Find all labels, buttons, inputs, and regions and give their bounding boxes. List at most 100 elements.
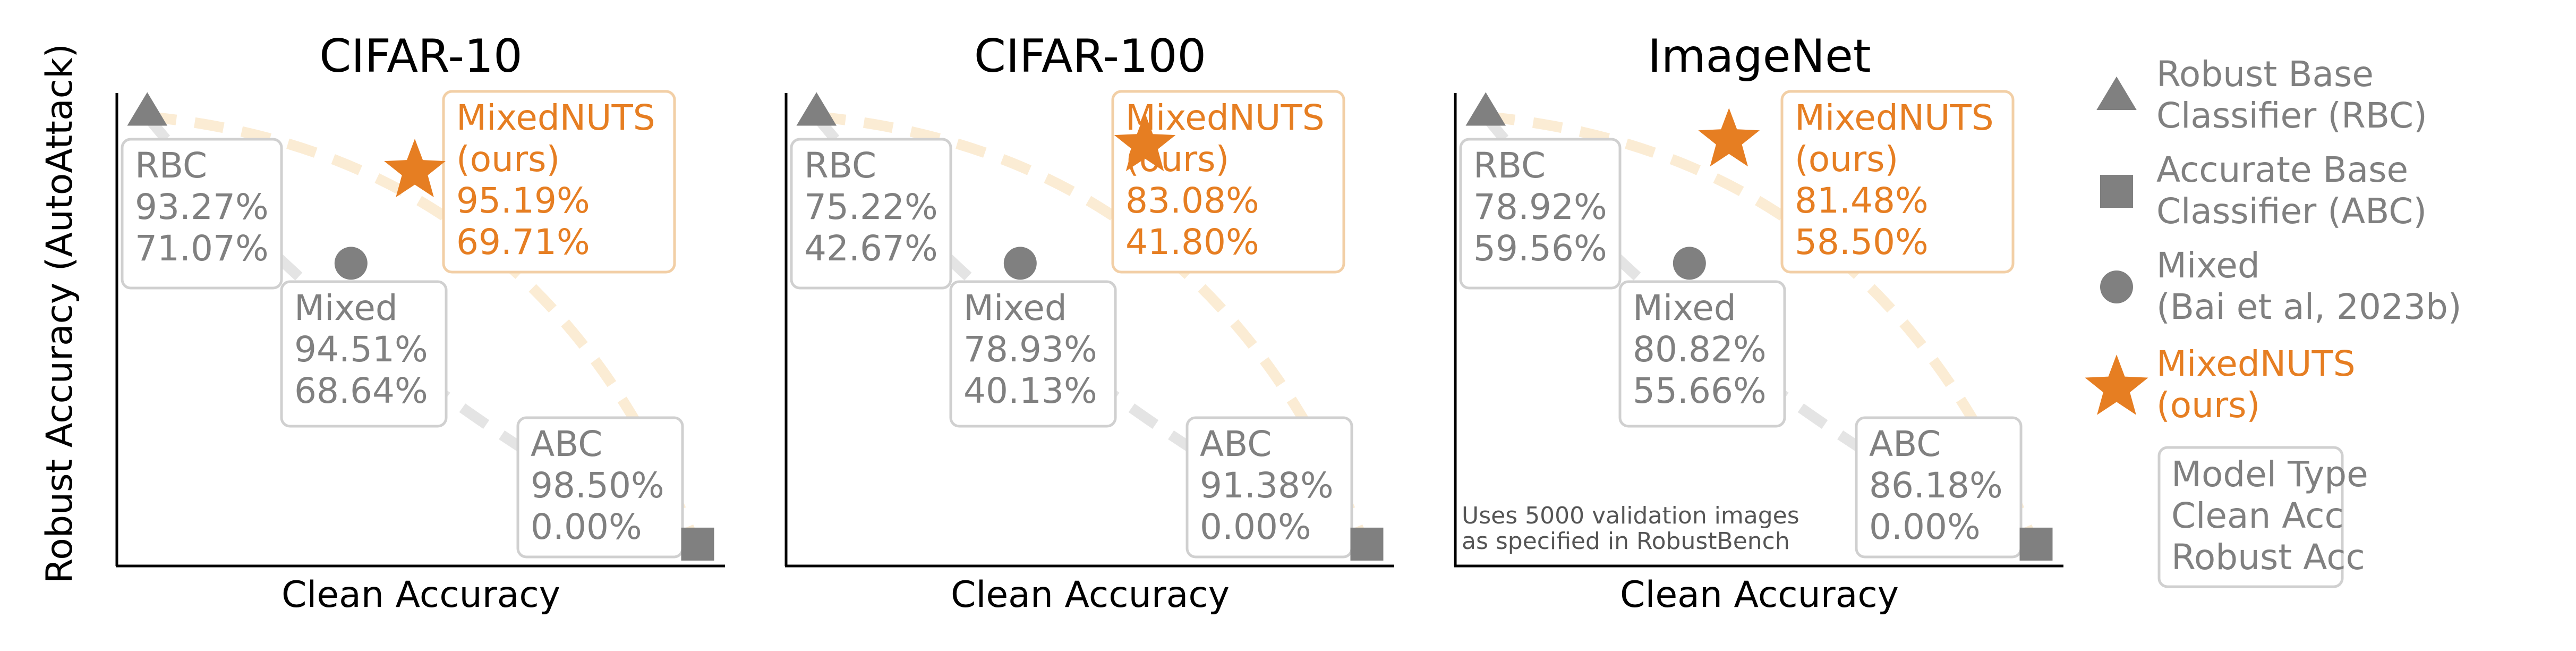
abc-marker [681,527,714,561]
mixed-value-box-frame [280,280,448,428]
mixednuts-marker [1114,113,1176,172]
legend-rbc-marker [2096,77,2137,110]
abc-value-box-line: ABC [1200,424,1272,464]
mixednuts-marker [1698,108,1760,167]
mixed-value-box-frame [949,280,1117,428]
legend-key-line: Clean Acc [2171,495,2344,536]
mixed-marker [1673,247,1706,280]
mixednuts-value-box-frame [1780,90,2015,274]
legend-label: Accurate Base [2156,149,2408,190]
abc-value-box-frame [516,416,684,559]
rbc-value-box-line: RBC [1473,145,1546,186]
y-axis-label: Robust Accuracy (AutoAttack) [39,44,81,584]
legend-label: MixedNUTS [2156,343,2356,384]
legend-label: (ours) [2156,385,2260,426]
mixed-value-box-line: 40.13% [963,370,1097,411]
legend-mixed-marker [2100,270,2133,303]
panel-title: CIFAR-10 [319,30,523,83]
mixednuts-value-box-line: MixedNUTS [1125,97,1325,138]
rbc-value-box-line: RBC [135,145,207,186]
abc-value-box-frame [1185,416,1353,559]
legend-label: Classifier (RBC) [2156,95,2427,136]
legend-label: Mixed [2156,245,2260,286]
rbc-value-box-frame [790,138,952,290]
abc-value-box-line: 0.00% [1869,506,1981,547]
mixednuts-value-box-frame [442,90,676,274]
mixed-value-box-line: 94.51% [294,329,428,370]
abc-value-box-line: 0.00% [1200,506,1311,547]
rbc-value-box-line: 75.22% [804,187,938,227]
mixednuts-value-box: MixedNUTS(ours)81.48%58.50% [1780,90,2015,274]
abc-value-box-line: ABC [1869,424,1941,464]
rbc-value-box-line: 78.92% [1473,187,1607,227]
mixednuts-marker [384,139,446,197]
mixed-marker [1003,247,1037,280]
abc-marker [2019,527,2053,561]
mixed-value-box-line: 68.64% [294,370,428,411]
rbc-value-box-line: 71.07% [135,228,269,269]
abc-marker [1350,527,1384,561]
legend-key-frame [2157,446,2344,588]
mixednuts-value-box-line: 69.71% [456,222,590,263]
mixednuts-value-box: MixedNUTS(ours)95.19%69.71% [442,90,676,274]
mixednuts-value-box-line: 95.19% [456,180,590,221]
abc-value-box-line: 0.00% [531,506,642,547]
mixednuts-value-box-line: 58.50% [1795,222,1929,263]
legend-key-line: Robust Acc [2171,537,2365,578]
mixednuts-value-box-line: 83.08% [1125,180,1259,221]
x-axis-label: Clean Accuracy [282,574,560,616]
mixednuts-value-box-line: 81.48% [1795,180,1929,221]
panel-title: CIFAR-100 [974,30,1206,83]
mixed-value-box-line: 78.93% [963,329,1097,370]
mixed-value-box-frame [1618,280,1786,428]
rbc-value-box-frame [121,138,283,290]
abc-value-box-line: 98.50% [531,465,664,506]
mixed-value-box-line: Mixed [294,288,398,328]
mixed-value-box-line: Mixed [963,288,1067,328]
abc-value-box-line: ABC [531,424,602,464]
legend-label: Robust Base [2156,54,2374,95]
rbc-value-box-line: 42.67% [804,228,938,269]
mixed-value-box-line: 80.82% [1633,329,1767,370]
rbc-marker [127,92,168,126]
legend-label: Classifier (ABC) [2156,191,2427,232]
legend-label: (Bai et al, 2023b) [2156,286,2462,327]
rbc-value-box-line: 59.56% [1473,228,1607,269]
mixednuts-value-box-line: MixedNUTS [456,97,655,138]
rbc-value-box-frame [1459,138,1622,290]
mixed-value-box-line: Mixed [1633,288,1736,328]
legend-abc-marker [2100,175,2133,208]
mixednuts-value-box: MixedNUTS(ours)83.08%41.80% [1111,90,1345,274]
mixednuts-value-box-line: (ours) [1795,139,1898,180]
validation-note: as specified in RobustBench [1462,528,1790,555]
mixed-value-box-line: 55.66% [1633,370,1767,411]
mixednuts-value-box-line: MixedNUTS [1795,97,1994,138]
x-axis-label: Clean Accuracy [951,574,1230,616]
rbc-value-box-line: RBC [804,145,876,186]
panel-title: ImageNet [1648,30,1871,83]
validation-note: Uses 5000 validation images [1462,502,1799,529]
legend-mixednuts-marker [2085,354,2148,415]
x-axis-label: Clean Accuracy [1620,574,1899,616]
abc-value-box-line: 91.38% [1200,465,1334,506]
abc-value-box-line: 86.18% [1869,465,2003,506]
rbc-value-box-line: 93.27% [135,187,269,227]
mixed-marker [334,247,368,280]
mixednuts-value-box-line: (ours) [456,139,560,180]
